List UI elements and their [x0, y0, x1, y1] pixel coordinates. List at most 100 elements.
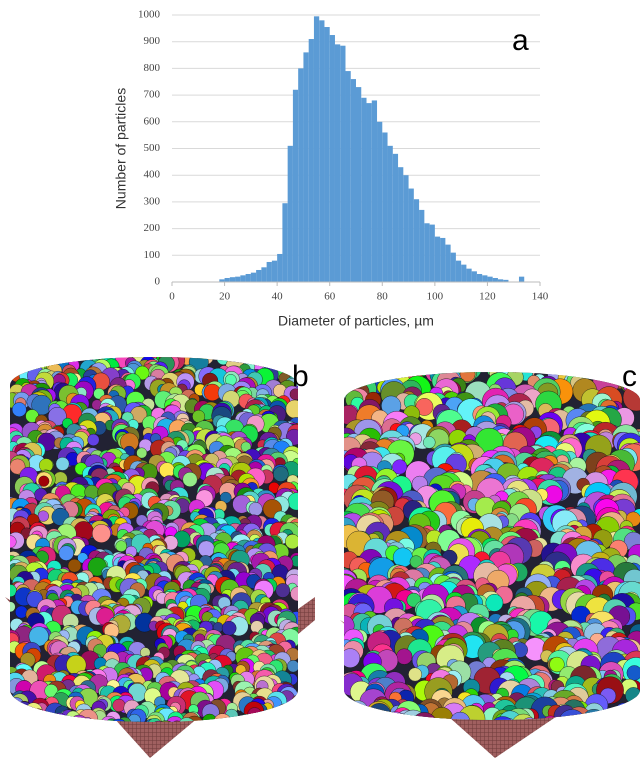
particle [182, 471, 198, 487]
particle [115, 540, 127, 552]
particle [287, 492, 298, 511]
particle [10, 706, 24, 722]
particle [247, 707, 262, 722]
particle [159, 462, 175, 479]
particle [259, 357, 271, 361]
particle [110, 731, 123, 744]
base-plate [5, 597, 315, 758]
y-tick-label: 400 [144, 169, 161, 181]
particle [626, 665, 640, 681]
bar [419, 209, 425, 282]
particle [26, 732, 38, 744]
particle [55, 728, 69, 742]
particle-packing [344, 372, 640, 720]
particle [11, 402, 27, 417]
y-tick-label: 600 [144, 115, 161, 127]
particle [430, 707, 454, 720]
particle [595, 372, 618, 382]
particle [10, 535, 17, 549]
particle [253, 716, 268, 722]
particle [354, 372, 372, 376]
x-tick-label: 100 [427, 291, 444, 303]
particle [170, 720, 184, 722]
particle [28, 728, 46, 746]
bar [282, 203, 288, 282]
bar [361, 97, 367, 283]
particle [37, 510, 49, 522]
bar [503, 279, 509, 282]
bar [398, 167, 404, 282]
particle [10, 717, 23, 722]
particle [258, 729, 277, 748]
particle [10, 697, 25, 715]
bar [235, 276, 241, 282]
particle [248, 502, 263, 517]
particle [599, 714, 620, 720]
particle [392, 547, 413, 568]
particle [87, 433, 100, 446]
y-tick-label: 500 [144, 142, 161, 154]
particle [100, 715, 118, 722]
particle [165, 357, 180, 359]
particle [614, 702, 633, 720]
x-tick-label: 0 [169, 291, 175, 303]
particle [387, 718, 402, 720]
x-tick-label: 120 [479, 291, 496, 303]
particle [253, 717, 265, 722]
particle [84, 357, 101, 362]
particle [10, 357, 18, 365]
particle [221, 620, 237, 636]
bar [277, 253, 283, 282]
particle [370, 372, 390, 383]
bar [334, 44, 341, 283]
particle [270, 713, 291, 722]
particle [21, 721, 33, 722]
particle [273, 466, 289, 482]
particle [26, 713, 44, 722]
y-tick-label: 300 [144, 195, 161, 207]
particle [15, 605, 28, 619]
particle [235, 727, 251, 743]
particle [74, 723, 91, 740]
particle [14, 726, 29, 741]
particle [233, 357, 254, 364]
bar [366, 103, 372, 282]
particle [147, 357, 165, 360]
bar [403, 175, 409, 282]
particle [281, 720, 297, 722]
particle [10, 712, 22, 722]
bar [382, 132, 388, 282]
bar [424, 223, 430, 282]
particle [252, 714, 273, 722]
particle [220, 732, 235, 747]
x-tick-label: 40 [272, 291, 284, 303]
particle [214, 729, 226, 741]
particle [59, 357, 72, 359]
bar [476, 273, 483, 282]
y-tick-label: 100 [144, 249, 161, 261]
particle [275, 583, 291, 598]
particle [17, 706, 32, 721]
particle [130, 721, 146, 722]
particle [204, 723, 222, 741]
particle [21, 357, 37, 368]
particle [459, 372, 476, 382]
particle [59, 357, 78, 365]
particle [46, 357, 65, 361]
bar [429, 224, 435, 282]
particle [38, 475, 50, 487]
particle [139, 345, 150, 356]
particle [251, 714, 264, 722]
y-tick-label: 0 [155, 276, 161, 288]
particle [284, 534, 298, 550]
particle [160, 357, 175, 358]
bar [450, 252, 456, 282]
particle [177, 717, 196, 722]
particle [270, 345, 281, 356]
particle [67, 558, 82, 573]
particle [214, 724, 233, 743]
particle [10, 714, 24, 722]
particle [10, 458, 26, 475]
particle [45, 357, 63, 366]
particle [273, 346, 283, 356]
